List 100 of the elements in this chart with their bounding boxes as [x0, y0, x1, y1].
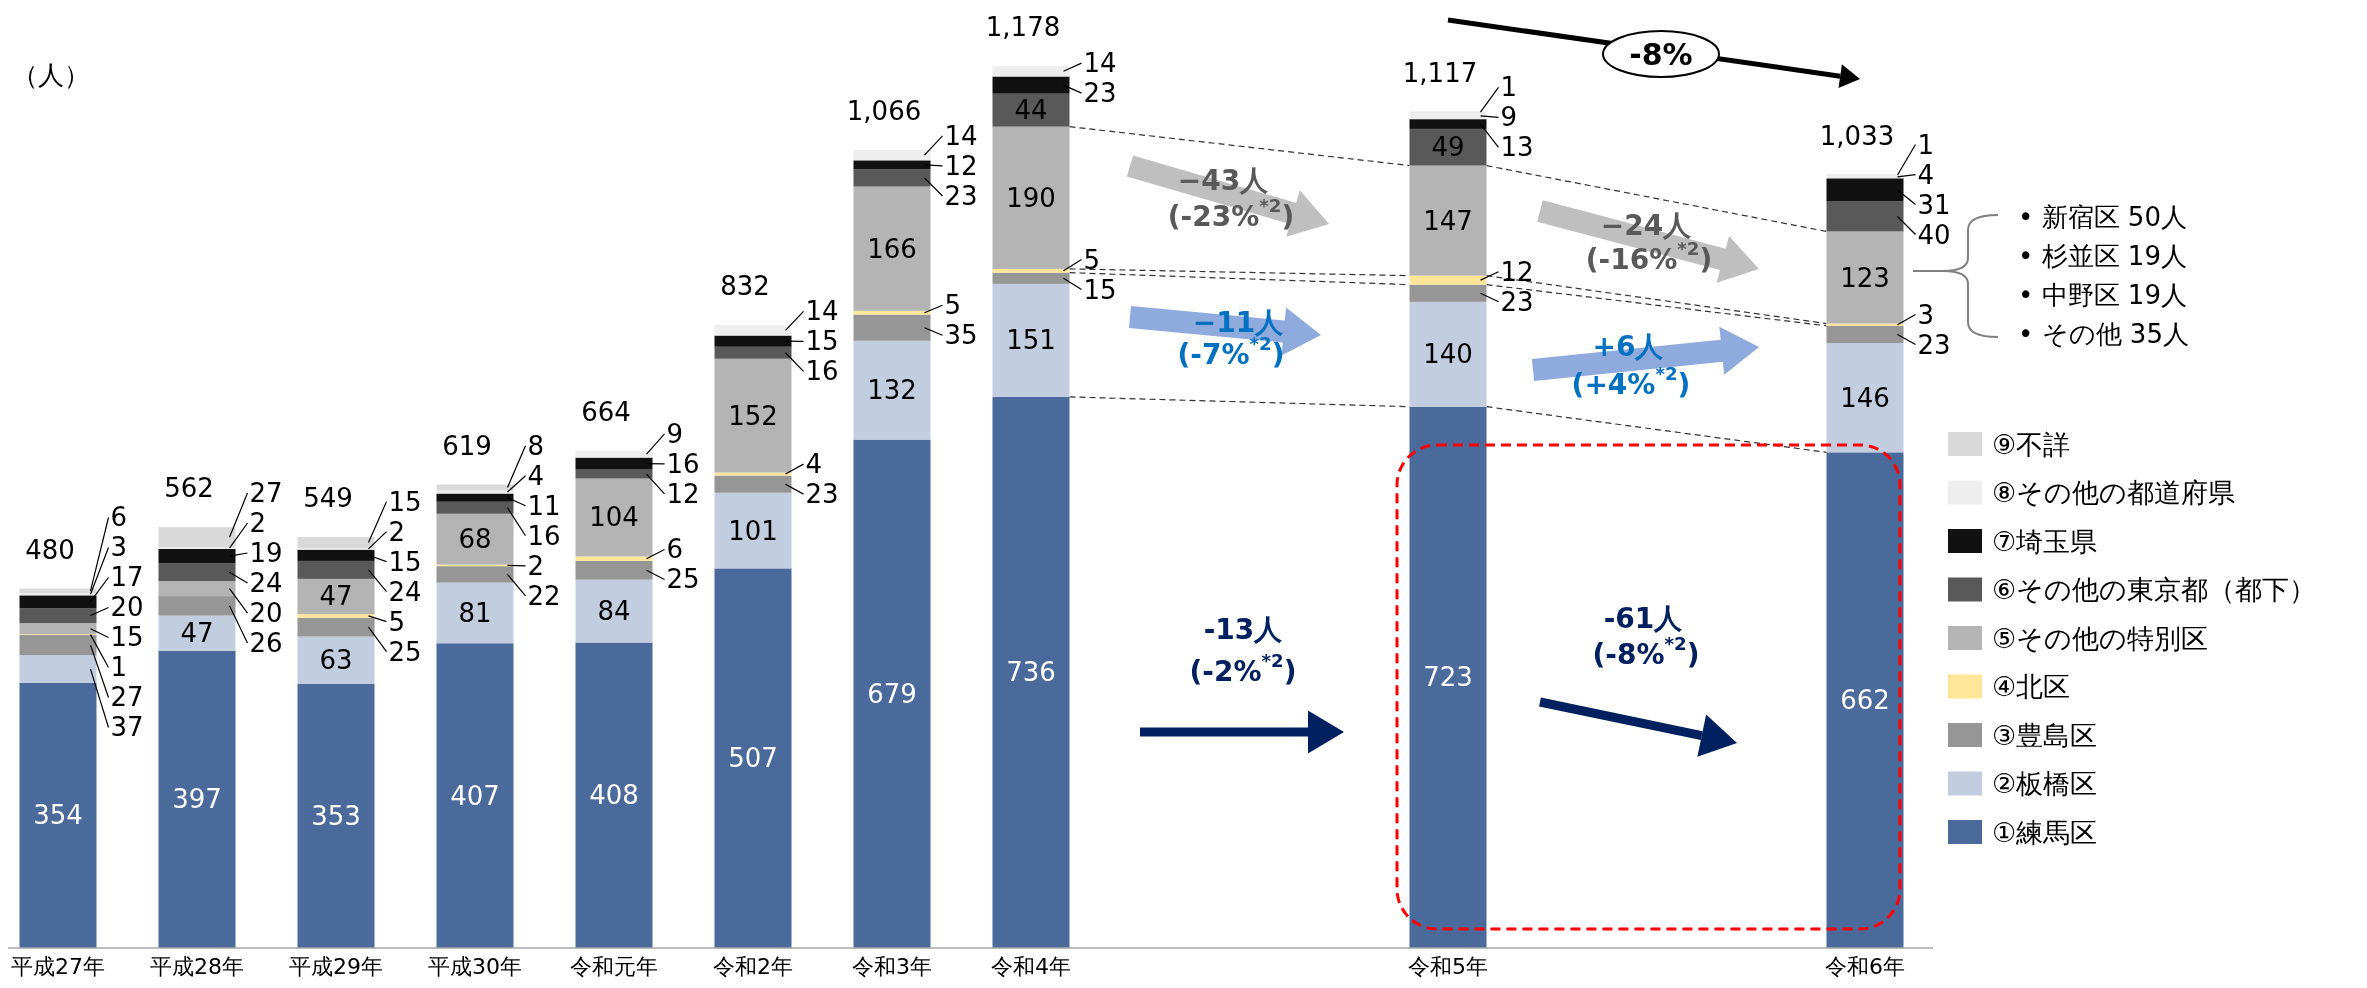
data-label: 13	[1500, 132, 1534, 163]
bar	[853, 186, 931, 311]
bar	[158, 581, 236, 597]
data-label: 190	[1006, 182, 1056, 213]
annotation: -8%	[1629, 36, 1693, 72]
data-label: 397	[172, 784, 222, 815]
bar	[297, 683, 375, 948]
bar	[992, 283, 1070, 397]
total-label: 619	[442, 430, 492, 461]
total-label: 664	[581, 396, 631, 427]
bar	[1826, 343, 1904, 453]
bar	[436, 513, 514, 565]
data-label: 9	[1500, 102, 1518, 133]
annotation: (-2%$^{*2}$)	[1189, 650, 1297, 688]
data-label: 20	[249, 598, 283, 629]
bar	[297, 536, 375, 549]
annotation: +6人	[1592, 329, 1665, 363]
data-label: 27	[110, 682, 144, 713]
data-label: 11	[527, 490, 561, 521]
data-label: 507	[728, 743, 778, 774]
bar	[158, 563, 236, 582]
data-label: 23	[944, 180, 978, 211]
data-label: 723	[1423, 662, 1473, 693]
data-label: 353	[311, 800, 361, 831]
data-label: 14	[944, 120, 978, 151]
data-label: 17	[110, 562, 144, 593]
data-label: 1	[1500, 72, 1518, 103]
bar	[853, 169, 931, 187]
data-label: 47	[319, 581, 353, 612]
data-label: 12	[1500, 256, 1534, 287]
text: • 杉並区 19人	[2018, 241, 2187, 271]
bar	[19, 623, 97, 635]
legend-label: ⑧その他の都道府県	[1992, 477, 2236, 508]
data-label: 15	[388, 486, 422, 517]
total-label: 562	[164, 473, 214, 504]
data-label: 679	[867, 678, 917, 709]
bar	[714, 475, 792, 493]
bar	[297, 578, 375, 615]
data-label: 23	[1083, 78, 1117, 109]
total-label: 1,033	[1819, 120, 1895, 151]
bar	[853, 340, 931, 440]
bar	[1826, 325, 1904, 344]
bar	[575, 556, 653, 561]
data-label: 31	[1917, 189, 1951, 220]
text: • 中野区 19人	[2018, 280, 2187, 310]
x-tick-label: 令和3年	[852, 954, 932, 979]
data-label: 2	[527, 550, 545, 581]
bar	[1409, 275, 1487, 285]
x-tick-label: 平成30年	[428, 954, 522, 979]
data-label: 25	[388, 636, 422, 667]
legend-label: ④北区	[1992, 671, 2071, 702]
data-label: 354	[33, 800, 83, 831]
data-label: 2	[388, 516, 406, 547]
data-label: 16	[805, 356, 839, 387]
bar	[714, 492, 792, 569]
x-tick-label: 平成27年	[11, 954, 105, 979]
bar	[158, 650, 236, 948]
data-label: 1	[110, 652, 128, 683]
bar	[297, 549, 375, 561]
data-label: 15	[805, 326, 839, 357]
data-label: 4	[1917, 159, 1935, 190]
bar	[158, 527, 236, 548]
data-label: 15	[110, 622, 144, 653]
data-label: 4	[805, 449, 823, 480]
x-tick-label: 平成29年	[289, 954, 383, 979]
bar	[19, 655, 97, 683]
total-label: 1,178	[985, 12, 1061, 42]
data-label: 147	[1423, 205, 1473, 236]
bar	[575, 450, 653, 458]
data-label: 4	[527, 460, 545, 491]
data-label: 84	[597, 596, 631, 627]
data-label: 19	[249, 538, 283, 569]
total-label: 480	[25, 534, 75, 565]
bar	[436, 643, 514, 948]
bar	[714, 568, 792, 948]
bar	[992, 396, 1070, 948]
bar	[158, 615, 236, 651]
data-label: 24	[249, 568, 283, 599]
total-label: 1,117	[1402, 57, 1478, 88]
data-label: 3	[1917, 299, 1935, 330]
bar	[436, 493, 514, 502]
bar	[1409, 284, 1487, 302]
bar	[992, 268, 1070, 273]
bar	[853, 314, 931, 341]
total-label: 832	[720, 271, 770, 302]
bar	[992, 76, 1070, 94]
data-label: 146	[1840, 382, 1890, 413]
bar	[575, 478, 653, 557]
bar	[19, 608, 97, 624]
total-label: 1,066	[846, 95, 922, 126]
bar	[1409, 406, 1487, 948]
bar	[158, 548, 236, 564]
bar	[714, 358, 792, 473]
data-label: 23	[1917, 329, 1951, 360]
legend-label: ①練馬区	[1992, 816, 2098, 848]
data-label: 407	[450, 780, 500, 811]
data-label: 15	[1083, 274, 1117, 305]
bar	[436, 484, 514, 491]
data-label: 662	[1840, 685, 1890, 716]
data-label: 24	[388, 576, 422, 607]
